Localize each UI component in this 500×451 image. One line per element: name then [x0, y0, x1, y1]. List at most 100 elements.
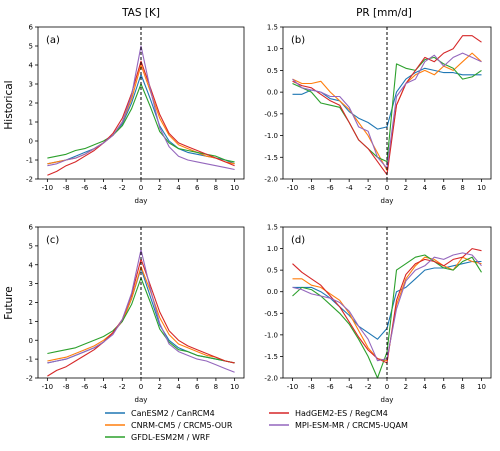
y-tick-label-c-5: 3	[29, 280, 33, 288]
x-tick-label-c-9: 8	[214, 383, 218, 391]
series-line-c-2	[47, 266, 235, 364]
panel-label-a: (a)	[46, 35, 60, 46]
x-tick-label-a-7: 4	[176, 184, 181, 192]
y-tick-label-a-4: 2	[29, 100, 33, 108]
panel-label-d: (d)	[291, 235, 305, 246]
x-tick-label-b-10: 10	[477, 184, 486, 192]
y-tick-label-b-7: 1.5	[267, 24, 278, 32]
x-tick-label-d-1: -8	[308, 383, 315, 391]
legend-label-5: MPI-ESM-MR / CRCM5-UQAM	[295, 421, 408, 430]
y-tick-label-c-3: 1	[29, 318, 33, 326]
y-tick-label-a-8: 6	[29, 24, 34, 32]
x-tick-label-c-0: -10	[42, 383, 53, 391]
x-tick-label-b-2: -6	[327, 184, 335, 192]
y-tick-label-d-0: -2.0	[264, 375, 278, 383]
y-tick-label-c-0: -2	[26, 375, 33, 383]
legend-item-3: GFDL-ESM2M / WRF	[105, 433, 210, 442]
x-tick-label-a-1: -8	[63, 184, 70, 192]
y-tick-label-b-2: -1.0	[264, 132, 278, 140]
legend-item-5: MPI-ESM-MR / CRCM5-UQAM	[269, 421, 408, 430]
y-tick-label-d-5: 0.5	[267, 267, 278, 275]
y-tick-label-a-7: 5	[29, 43, 33, 51]
y-tick-label-b-1: -1.5	[264, 154, 278, 162]
x-axis-label-d: day	[381, 396, 394, 404]
legend-label-4: HadGEM2-ES / RegCM4	[295, 409, 388, 418]
panel-b: -10 -8 -6 -4 -2 0 2 4 6 8 10 -2.0 -1.5 -1.0 -0.5 0.0 0.5…	[264, 24, 492, 205]
x-tick-label-d-2: -6	[327, 383, 335, 391]
y-tick-label-a-0: -2	[26, 176, 33, 184]
x-tick-label-b-5: 0	[385, 184, 389, 192]
y-tick-label-c-2: 0	[29, 337, 33, 345]
x-tick-label-a-6: 2	[157, 184, 161, 192]
x-tick-label-c-1: -8	[63, 383, 70, 391]
y-tick-label-b-4: 0.0	[267, 89, 278, 97]
y-tick-label-b-0: -2.0	[264, 176, 278, 184]
x-tick-label-d-5: 0	[385, 383, 389, 391]
x-tick-label-c-6: 2	[157, 383, 161, 391]
y-tick-label-c-4: 2	[29, 299, 33, 307]
y-tick-label-b-5: 0.5	[267, 67, 278, 75]
legend-label-1: CanESM2 / CanRCM4	[131, 409, 215, 418]
x-tick-label-a-0: -10	[42, 184, 53, 192]
x-axis-label-a: day	[135, 197, 148, 205]
y-tick-label-d-6: 1.0	[267, 245, 278, 253]
x-tick-label-a-8: 6	[195, 184, 200, 192]
y-tick-label-b-6: 1.0	[267, 45, 278, 53]
x-tick-label-d-7: 4	[423, 383, 428, 391]
series-line-c-3	[47, 277, 235, 364]
y-tick-label-d-4: 0.0	[267, 288, 278, 296]
x-tick-label-c-8: 6	[195, 383, 200, 391]
legend-item-4: HadGEM2-ES / RegCM4	[269, 409, 388, 418]
y-tick-label-b-3: -0.5	[264, 110, 278, 118]
panel-d: -10 -8 -6 -4 -2 0 2 4 6 8 10 -2.0 -1.5 -1.0 -0.5 0.0 0.5…	[264, 224, 492, 404]
y-tick-label-a-1: -1	[26, 157, 33, 165]
x-axis-label-b: day	[381, 197, 394, 205]
x-tick-label-b-6: 2	[404, 184, 408, 192]
x-tick-label-d-0: -10	[287, 383, 298, 391]
column-title-tas: TAS [K]	[121, 7, 160, 19]
y-tick-label-c-8: 6	[29, 224, 34, 232]
x-tick-label-a-9: 8	[214, 184, 218, 192]
x-axis-label-c: day	[135, 396, 148, 404]
x-tick-label-d-6: 2	[404, 383, 408, 391]
series-line-a-4	[47, 60, 235, 176]
row-title-future: Future	[3, 286, 15, 319]
y-tick-label-d-7: 1.5	[267, 224, 278, 232]
x-tick-label-c-5: 0	[139, 383, 143, 391]
x-tick-label-b-0: -10	[287, 184, 298, 192]
series-line-a-5	[47, 45, 235, 171]
panel-label-b: (b)	[291, 35, 305, 46]
y-tick-label-c-6: 4	[29, 261, 34, 269]
y-tick-label-a-6: 4	[29, 62, 34, 70]
x-tick-label-c-2: -6	[81, 383, 89, 391]
y-tick-label-c-7: 5	[29, 242, 33, 250]
legend-label-2: CNRM-CM5 / CRCM5-OUR	[131, 421, 233, 430]
x-tick-label-b-4: -2	[365, 184, 372, 192]
series-line-b-2	[292, 52, 482, 171]
legend-item-2: CNRM-CM5 / CRCM5-OUR	[105, 421, 233, 430]
panel-label-c: (c)	[46, 235, 59, 246]
series-line-b-3	[292, 56, 482, 163]
x-tick-label-d-8: 6	[441, 383, 446, 391]
series-line-b-1	[292, 67, 482, 130]
y-tick-label-d-1: -1.5	[264, 353, 278, 361]
x-tick-label-a-10: 10	[230, 184, 239, 192]
y-tick-label-c-1: -1	[26, 356, 33, 364]
x-tick-label-d-3: -4	[346, 383, 354, 391]
x-tick-label-b-3: -4	[346, 184, 354, 192]
legend: CanESM2 / CanRCM4 CNRM-CM5 / CRCM5-OUR GFD…	[105, 409, 408, 442]
legend-item-1: CanESM2 / CanRCM4	[105, 409, 215, 418]
x-tick-label-c-3: -4	[100, 383, 108, 391]
y-tick-label-d-3: -0.5	[264, 310, 278, 318]
y-tick-label-a-3: 1	[29, 119, 33, 127]
y-tick-label-a-5: 3	[29, 81, 33, 89]
x-tick-label-a-5: 0	[139, 184, 143, 192]
y-tick-label-a-2: 0	[29, 138, 33, 146]
y-tick-label-d-2: -1.0	[264, 331, 278, 339]
x-tick-label-a-3: -4	[100, 184, 108, 192]
x-tick-label-a-4: -2	[119, 184, 126, 192]
